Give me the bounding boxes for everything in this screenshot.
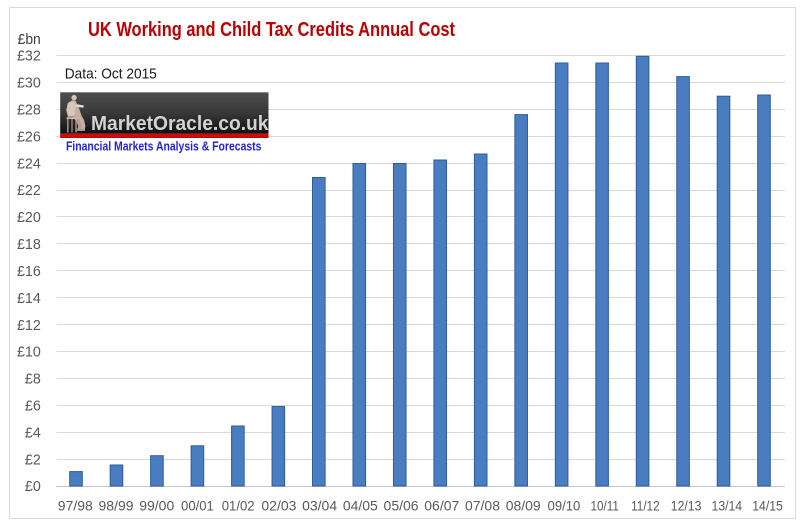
svg-text:MarketOracle.co.uk: MarketOracle.co.uk [91, 113, 269, 135]
svg-text:£12: £12 [17, 318, 41, 334]
svg-text:98/99: 98/99 [99, 498, 134, 514]
svg-text:£32: £32 [17, 49, 41, 65]
svg-text:£30: £30 [17, 76, 41, 92]
svg-text:07/08: 07/08 [465, 498, 500, 514]
svg-text:£0: £0 [25, 479, 41, 495]
svg-text:12/13: 12/13 [671, 498, 702, 514]
svg-text:£2: £2 [25, 452, 41, 468]
svg-text:£6: £6 [25, 398, 41, 414]
svg-text:00/01: 00/01 [181, 498, 214, 514]
svg-text:£16: £16 [17, 264, 41, 280]
svg-text:£20: £20 [17, 210, 41, 226]
svg-text:10/11: 10/11 [590, 498, 619, 514]
svg-text:Data: Oct 2015: Data: Oct 2015 [65, 66, 157, 83]
svg-text:99/00: 99/00 [139, 498, 174, 514]
svg-text:£24: £24 [17, 156, 41, 172]
svg-text:Financial Markets Analysis & F: Financial Markets Analysis & Forecasts [66, 139, 262, 153]
svg-text:£18: £18 [17, 237, 41, 253]
svg-text:£26: £26 [17, 129, 41, 145]
svg-text:13/14: 13/14 [712, 498, 743, 514]
svg-text:£22: £22 [17, 183, 41, 199]
svg-text:UK Working and Child Tax Credi: UK Working and Child Tax Credits Annual … [88, 19, 455, 41]
svg-text:£28: £28 [17, 103, 41, 119]
svg-text:11/12: 11/12 [631, 498, 660, 514]
svg-text:£bn: £bn [18, 31, 41, 48]
svg-text:09/10: 09/10 [548, 498, 581, 514]
svg-text:£4: £4 [25, 425, 41, 441]
svg-text:01/02: 01/02 [222, 498, 255, 514]
svg-text:97/98: 97/98 [58, 498, 93, 514]
svg-text:02/03: 02/03 [261, 498, 296, 514]
svg-text:£14: £14 [17, 291, 41, 307]
svg-text:14/15: 14/15 [752, 498, 783, 514]
svg-text:04/05: 04/05 [343, 498, 378, 514]
svg-text:£8: £8 [25, 372, 41, 388]
svg-text:£10: £10 [17, 345, 41, 361]
svg-text:03/04: 03/04 [302, 498, 337, 514]
svg-text:05/06: 05/06 [384, 498, 419, 514]
svg-text:06/07: 06/07 [424, 498, 459, 514]
svg-text:08/09: 08/09 [506, 498, 541, 514]
